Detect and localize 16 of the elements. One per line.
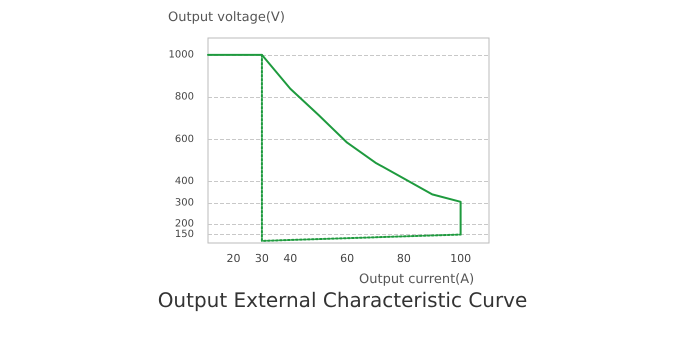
x-tick-label: 100 <box>450 252 472 265</box>
y-tick-label: 200 <box>174 218 194 230</box>
x-tick-label: 80 <box>396 252 411 265</box>
x-axis-title: Output current(A) <box>359 272 474 287</box>
x-tick-label: 60 <box>340 252 354 265</box>
y-tick-label: 400 <box>174 176 194 188</box>
x-tick-label: 30 <box>254 252 269 265</box>
y-tick-label: 600 <box>174 134 194 145</box>
text: Output External Characteristic Curve <box>158 288 528 312</box>
y-tick-label: 1000 <box>168 49 194 60</box>
x-tick-label: 20 <box>226 252 241 265</box>
x-tick-label: 40 <box>283 252 298 265</box>
y-axis-title: Output voltage(V) <box>168 10 285 25</box>
y-tick-label: 800 <box>174 92 194 103</box>
y-tick-label: 300 <box>174 197 194 208</box>
y-tick-label: 150 <box>174 229 194 240</box>
